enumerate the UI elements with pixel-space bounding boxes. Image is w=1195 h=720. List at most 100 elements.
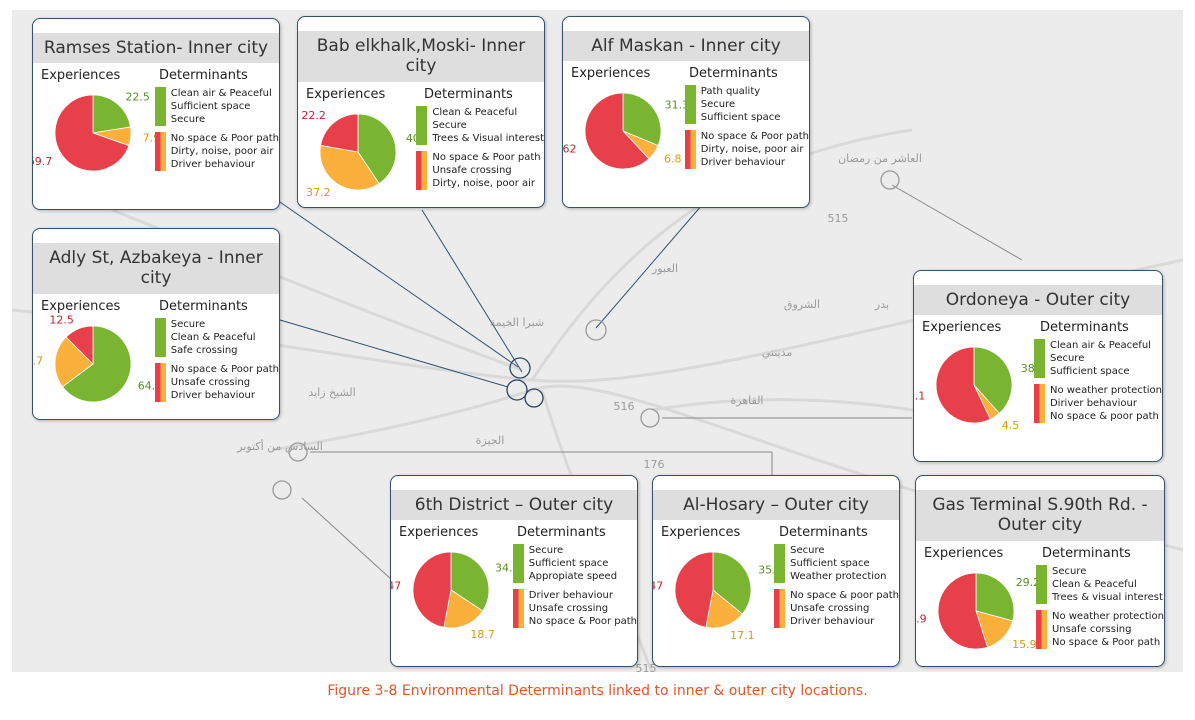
panel-title: Adly St, Azbakeya - Inner city	[33, 243, 279, 294]
headings: Experiences Determinants	[916, 541, 1164, 561]
determinants: Secure Clean & Peaceful Safe crossing No sp…	[154, 314, 279, 419]
panel-title: Bab elkhalk,Moski- Inner city	[298, 31, 544, 82]
negative-block: No space & poor path Unsafe crossing Drive…	[774, 589, 899, 629]
positive-item: Safe crossing	[170, 344, 238, 356]
negative-item: Unsafe corssing	[1051, 623, 1132, 635]
value-label: 69.7	[33, 155, 52, 168]
positive-item: Appropiate speed	[528, 571, 618, 583]
negative-list: No weather protection Unsafe corssing No s…	[1052, 610, 1164, 649]
positive-item: Sufficient space	[700, 112, 781, 124]
map-label: بدر	[874, 298, 889, 311]
pie-chart: 29.2 15.9 54.9	[916, 572, 1036, 651]
negative-bar	[1035, 609, 1047, 649]
positive-item: Secure	[170, 318, 206, 330]
negative-item: No space & Poor path	[432, 151, 541, 163]
positive-bar	[1033, 339, 1045, 379]
negative-block: Driver behaviour Unsafe crossing No space …	[512, 589, 637, 629]
negative-item: Unsafe crossing	[790, 603, 870, 615]
negative-bar	[416, 150, 428, 190]
value-label: 12.5	[49, 314, 74, 327]
panel: Bab elkhalk,Moski- Inner city Experiences…	[297, 16, 545, 208]
value-label: 29.2	[1016, 576, 1036, 589]
pie-slice	[54, 336, 94, 388]
panel-title: 6th District – Outer city	[391, 490, 637, 521]
positive-bar	[1035, 564, 1047, 604]
positive-list: Secure Sufficient space Appropiate speed	[529, 544, 617, 583]
negative-item: Unsafe crossing	[528, 603, 609, 615]
value-label: 47	[391, 580, 401, 593]
determinants-heading: Determinants	[1040, 320, 1129, 336]
pie-slice	[584, 92, 650, 170]
negative-item: Driver behaviour	[700, 157, 785, 169]
determinants: Clean air & Peaceful Secure Sufficient spa…	[1033, 335, 1162, 461]
negative-block: No space & Poor path Unsafe crossing Drive…	[154, 362, 279, 402]
experiences-heading: Experiences	[661, 525, 741, 541]
negative-item: Dirty, noise, poor air	[432, 177, 536, 189]
determinants-heading: Determinants	[159, 298, 248, 314]
map-label: 515	[636, 662, 657, 672]
positive-list: Path quality Secure Sufficient space	[701, 85, 781, 124]
value-label: 22.2	[301, 109, 326, 122]
value-label: 22.5	[125, 91, 150, 104]
negative-item: No space & Poor path	[170, 133, 279, 145]
determinants-heading: Determinants	[159, 68, 248, 84]
negative-bar	[684, 130, 696, 170]
pie-slice	[319, 144, 380, 191]
panel-body: 38.4 4.5 57.1 Clean air & PeacefulSecureSuf…	[914, 335, 1162, 461]
positive-item: Sufficient space	[1049, 366, 1130, 378]
pie-chart: 64.8 22.7 12.5	[33, 314, 155, 403]
value-label: 47	[653, 580, 663, 593]
value-label: 7.9	[143, 132, 155, 145]
panel-title: Alf Maskan - Inner city	[563, 31, 809, 62]
negative-bar	[154, 132, 166, 172]
negative-item: Driver behaviour	[170, 389, 255, 401]
negative-list: No space & Poor path Unsafe crossing Drive…	[171, 363, 279, 402]
negative-bar	[1033, 384, 1045, 424]
positive-bar	[512, 544, 524, 584]
pie-slice	[935, 346, 991, 424]
panel-body: 22.5 7.9 69.7 Clean air & PeacefulSufficien…	[33, 83, 279, 209]
pie-chart: 35.9 17.1 47	[653, 551, 774, 642]
map-label: مدينتي	[762, 346, 793, 359]
negative-list: No space & poor path Unsafe crossing Drive…	[790, 589, 899, 628]
headings: Experiences Determinants	[391, 520, 637, 540]
pie-chart: 38.4 4.5 57.1	[914, 346, 1034, 432]
value-label: 38.4	[1021, 362, 1034, 375]
positive-item: Clean & Peaceful	[432, 106, 518, 118]
negative-list: Driver behaviour Unsafe crossing No space …	[529, 589, 637, 628]
map-label: الشيخ زايد	[308, 386, 355, 399]
positive-list: Secure Clean & Peaceful Trees & visual int…	[1052, 565, 1163, 604]
panel-body: 40.6 37.2 22.2 Clean & PeacefulSecureTrees …	[298, 102, 544, 207]
negative-bar	[512, 589, 524, 629]
positive-item: Secure	[1051, 565, 1087, 577]
determinants-heading: Determinants	[517, 525, 606, 541]
negative-bar	[154, 362, 166, 402]
experiences-heading: Experiences	[922, 320, 1002, 336]
panel-title: Ordoneya - Outer city	[914, 285, 1162, 316]
value-label: 31.3	[665, 99, 685, 112]
value-label: 4.5	[1002, 419, 1020, 432]
negative-block: No space & Poor path Unsafe crossing Dirty…	[416, 150, 544, 190]
negative-item: Driver behaviour	[170, 159, 255, 171]
positive-list: Secure Sufficient space Weather protection	[790, 544, 886, 583]
pie-slice	[937, 572, 989, 650]
pie-slice	[54, 94, 130, 172]
caption: Figure 3-8 Environmental Determinants li…	[327, 683, 868, 699]
location-markers	[272, 170, 900, 500]
positive-item: Trees & Visual interest	[432, 132, 544, 144]
positive-block: Path quality Secure Sufficient space	[684, 85, 809, 125]
pie-slice	[357, 113, 397, 184]
pie-slice	[61, 325, 132, 403]
negative-block: No space & Poor path Dirty, noise, poor a…	[684, 130, 809, 170]
determinants-heading: Determinants	[424, 86, 513, 102]
negative-item: Driver behaviour	[528, 590, 613, 602]
panel: Gas Terminal S.90th Rd. - Outer city Expe…	[915, 475, 1165, 667]
experiences-heading: Experiences	[41, 298, 121, 314]
positive-block: Secure Sufficient space Appropiate speed	[512, 544, 637, 584]
positive-bar	[154, 87, 166, 127]
headings: Experiences Determinants	[914, 315, 1162, 335]
positive-item: Secure	[170, 114, 206, 126]
positive-item: Secure	[528, 545, 564, 557]
